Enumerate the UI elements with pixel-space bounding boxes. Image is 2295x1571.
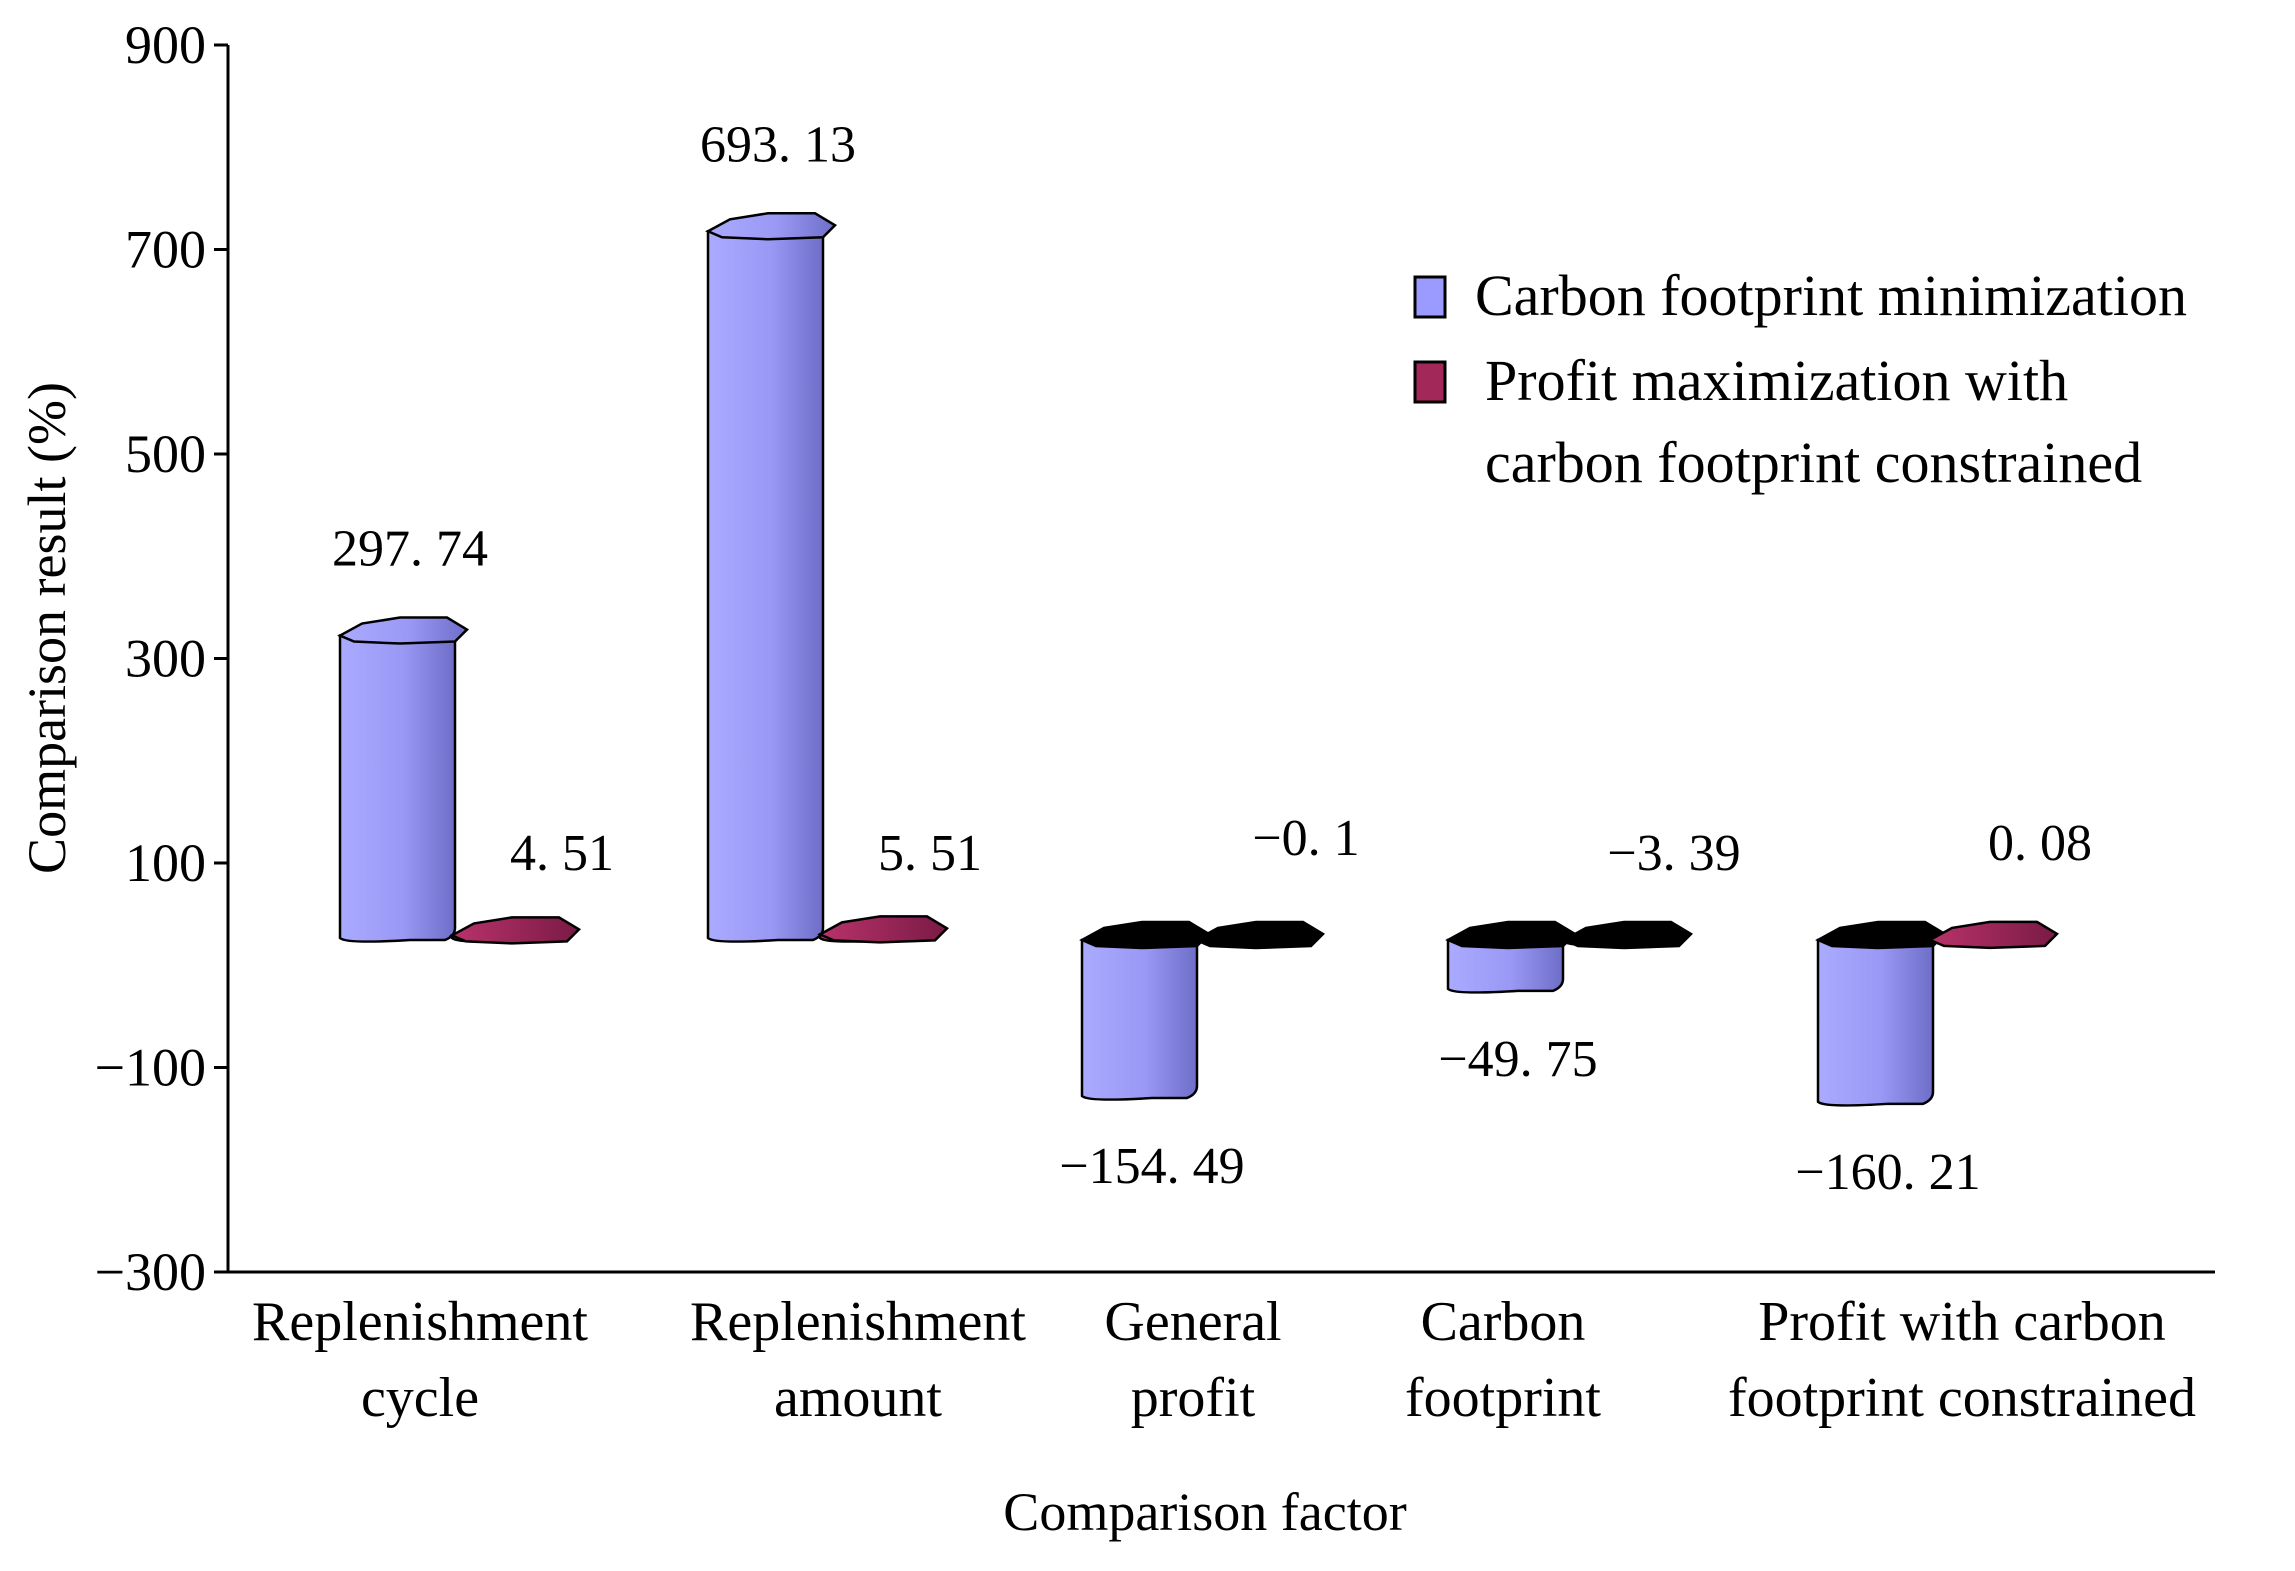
blue-bar-profit-with-carbon (1815, 920, 1948, 1107)
x-tick-label-line: amount (774, 1367, 942, 1429)
y-tick-label: 100 (125, 833, 206, 893)
x-tick-label-general-profit: General profit (1104, 1291, 1281, 1429)
blue-data-label-carbon-footprint: −49. 75 (1438, 1031, 1597, 1088)
blue-data-label-replenishment-amount: 693. 13 (700, 116, 856, 173)
blue-bar-replenishment-cycle-cap (337, 616, 470, 645)
x-tick-label-line: Replenishment (690, 1291, 1026, 1353)
y-tick-label: 900 (125, 15, 206, 75)
y-tick-label: −300 (95, 1242, 206, 1302)
legend-label-line: Carbon footprint minimization (1475, 263, 2187, 328)
blue-bar-carbon-footprint (1445, 920, 1578, 994)
x-tick-label-line: footprint (1405, 1367, 1601, 1429)
axes: 900 700 500 300 100 −100 −300 Replenishment cycl… (95, 15, 2215, 1429)
blue-bar-replenishment-cycle (337, 616, 470, 943)
legend-label-line: carbon footprint constrained (1485, 430, 2142, 495)
red-data-label-general-profit: −0. 1 (1252, 810, 1359, 867)
blue-bar-profit-with-carbon-cap (1815, 920, 1948, 950)
red-bar-carbon-footprint (1561, 920, 1694, 950)
blue-bar-replenishment-cycle-body (338, 634, 457, 943)
x-tick-label-line: Profit with carbon (1758, 1291, 2165, 1353)
y-tick-label: 700 (125, 220, 206, 280)
blue-data-label-general-profit: −154. 49 (1059, 1138, 1244, 1195)
red-bar-carbon-footprint-cap (1561, 920, 1694, 950)
x-tick-label-line: profit (1131, 1367, 1256, 1429)
y-tick-label: −100 (95, 1038, 206, 1098)
red-data-label-profit-with-carbon: 0. 08 (1988, 815, 2092, 872)
blue-bar-replenishment-amount-cap (705, 212, 838, 241)
blue-data-label-replenishment-cycle: 297. 74 (332, 521, 488, 578)
legend-label-0: Carbon footprint minimization (1475, 263, 2187, 328)
x-tick-label-profit-with-carbon: Profit with carbon footprint constrained (1728, 1291, 2196, 1429)
x-tick-label-line: Replenishment (252, 1291, 588, 1353)
blue-bar-carbon-footprint-body (1446, 938, 1565, 994)
x-tick-label-line: footprint constrained (1728, 1367, 2196, 1429)
red-data-label-replenishment-cycle: 4. 51 (510, 825, 614, 882)
red-bar-profit-with-carbon-cap (1927, 920, 2060, 950)
blue-bar-profit-with-carbon-body (1816, 938, 1935, 1107)
bars (337, 212, 2060, 1107)
red-data-label-replenishment-amount: 5. 51 (878, 825, 982, 882)
red-bar-general-profit (1193, 920, 1326, 950)
red-bar-replenishment-cycle-cap (449, 916, 582, 945)
x-tick-label-carbon-footprint: Carbon footprint (1405, 1291, 1601, 1429)
y-axis-title: Comparison result (%) (17, 382, 77, 874)
legend-swatch-0 (1413, 275, 1447, 319)
x-tick-label-line: cycle (361, 1367, 479, 1429)
legend-label-1: Profit maximization with carbon footprint… (1485, 348, 2142, 495)
blue-bar-general-profit (1079, 920, 1212, 1101)
x-axis-title: Comparison factor (1003, 1482, 1406, 1542)
y-tick-label: 300 (125, 629, 206, 689)
x-tick-label-replenishment-cycle: Replenishment cycle (252, 1291, 588, 1429)
legend-swatch-1 (1413, 360, 1447, 404)
blue-bar-general-profit-cap (1079, 920, 1212, 950)
data-labels: 297. 74 693. 13 −154. 49 −49. 75 −160. 21 4. … (332, 116, 2092, 1201)
x-tick-label-replenishment-amount: Replenishment amount (690, 1291, 1026, 1429)
red-bar-profit-with-carbon (1927, 920, 2060, 950)
blue-bar-general-profit-body (1080, 938, 1199, 1101)
red-bar-replenishment-cycle (449, 916, 582, 945)
legend: Carbon footprint minimization Profit maxi… (1413, 263, 2187, 495)
blue-bar-replenishment-amount-body (706, 230, 825, 943)
blue-bar-replenishment-amount (705, 212, 838, 943)
y-tick-label: 500 (125, 424, 206, 484)
blue-data-label-profit-with-carbon: −160. 21 (1795, 1144, 1980, 1201)
red-bar-general-profit-cap (1193, 920, 1326, 950)
legend-label-line: Profit maximization with (1485, 348, 2068, 413)
x-tick-label-line: General (1104, 1291, 1281, 1353)
red-bar-replenishment-amount (817, 915, 950, 944)
x-tick-label-line: Carbon (1421, 1291, 1586, 1353)
red-data-label-carbon-footprint: −3. 39 (1607, 825, 1740, 882)
red-bar-replenishment-amount-cap (817, 915, 950, 944)
blue-bar-carbon-footprint-cap (1445, 920, 1578, 950)
